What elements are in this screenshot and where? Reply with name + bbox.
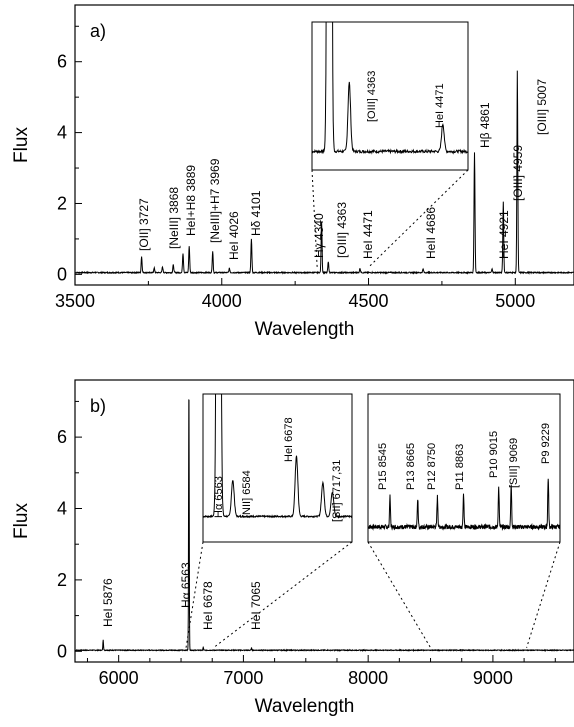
line-label: Hγ 4340 xyxy=(312,213,326,258)
line-label: P12 8750 xyxy=(426,443,438,490)
panel-label: a) xyxy=(90,21,106,41)
line-label: Hδ 4101 xyxy=(249,190,263,236)
x-tick-label: 9000 xyxy=(473,668,513,688)
line-label: [OIII] 4959 xyxy=(511,145,525,201)
inset-b-right: P15 8545 P13 8665 P12 8750 P11 8863 P10 9015… xyxy=(367,393,561,648)
zoom-connector xyxy=(368,169,469,268)
y-tick-label: 6 xyxy=(57,427,67,447)
line-label: HeII 4686 xyxy=(424,207,438,259)
inset-spectrum-series xyxy=(203,394,352,519)
zoom-connector xyxy=(526,541,561,648)
plot-frame xyxy=(74,4,574,286)
line-label: Hα 6563 xyxy=(179,562,193,608)
panel-b: 6000 7000 8000 9000 0 2 4 6 Wavelength Flux b) HeI … xyxy=(11,379,574,717)
line-label: [NeIII] 3868 xyxy=(167,187,181,249)
x-tick-label: 3500 xyxy=(55,291,95,311)
line-label: HeI 5876 xyxy=(101,578,115,627)
line-label: HeI 6678 xyxy=(283,417,295,462)
y-tick-label: 0 xyxy=(57,641,67,661)
x-tick-label: 4000 xyxy=(202,291,242,311)
y-tick-label: 4 xyxy=(57,123,67,143)
inset-b-left: Hα 6563 [NII] 6584 HeI 6678 [SII] 6717,31 xyxy=(185,393,353,649)
line-label: HeI 4921 xyxy=(497,210,511,259)
x-axis-label: Wavelength xyxy=(255,319,355,340)
line-label: HeI 4026 xyxy=(227,211,241,260)
inset-spectrum-series xyxy=(368,478,560,532)
inset-a: [OIII] 4363 HeI 4471 xyxy=(311,21,469,268)
x-tick-label: 6000 xyxy=(99,668,139,688)
y-tick-label: 0 xyxy=(57,264,67,284)
line-label: P9 9229 xyxy=(540,423,552,464)
line-label: [NeIII]+H7 3969 xyxy=(208,158,222,243)
line-label: P13 8665 xyxy=(405,443,417,490)
inset-frame xyxy=(311,21,469,171)
line-label: [OIII] 4363 xyxy=(366,71,378,122)
spectrum-series xyxy=(74,70,574,275)
x-tick-label: 8000 xyxy=(348,668,388,688)
line-label: [NII] 6584 xyxy=(241,470,253,518)
panel-a: 3500 4000 4500 5000 0 2 4 6 Wavelength Flux a) [OII… xyxy=(11,4,574,340)
line-label: HeI 4471 xyxy=(361,210,375,259)
line-label: Hα 6563 xyxy=(213,476,225,518)
line-label: [SIII] 9069 xyxy=(508,438,520,488)
line-label: HeI 7065 xyxy=(249,581,263,630)
y-axis-label: Flux xyxy=(11,503,32,539)
y-axis-label: Flux xyxy=(11,127,32,163)
x-tick-label: 5000 xyxy=(495,291,535,311)
line-label: [SII] 6717,31 xyxy=(331,460,343,522)
zoom-connector xyxy=(311,169,318,268)
inset-frame xyxy=(202,393,353,543)
y-tick-label: 2 xyxy=(57,570,67,590)
x-axis-label: Wavelength xyxy=(255,696,355,717)
line-label: P11 8863 xyxy=(454,444,466,490)
line-label: P10 9015 xyxy=(488,431,500,478)
y-tick-label: 4 xyxy=(57,499,67,519)
line-label: [OII] 3727 xyxy=(137,198,151,251)
panel-label: b) xyxy=(90,396,106,416)
line-label: HeI 4471 xyxy=(434,83,446,128)
zoom-connector xyxy=(213,541,353,649)
inset-spectrum-series xyxy=(312,22,468,155)
x-tick-label: 7000 xyxy=(223,668,263,688)
line-label: [OIII] 5007 xyxy=(535,79,549,135)
line-label: HeI+H8 3889 xyxy=(184,165,198,236)
zoom-connector xyxy=(367,541,431,648)
plot-frame xyxy=(74,379,574,663)
x-tick-label: 4500 xyxy=(349,291,389,311)
spectrum-series xyxy=(74,399,574,653)
line-label: Hβ 4861 xyxy=(478,102,492,148)
line-label: HeI 6678 xyxy=(201,581,215,630)
y-tick-label: 6 xyxy=(57,52,67,72)
y-tick-label: 2 xyxy=(57,193,67,213)
line-label: [OIII] 4363 xyxy=(335,202,349,258)
line-label: P15 8545 xyxy=(377,443,389,490)
